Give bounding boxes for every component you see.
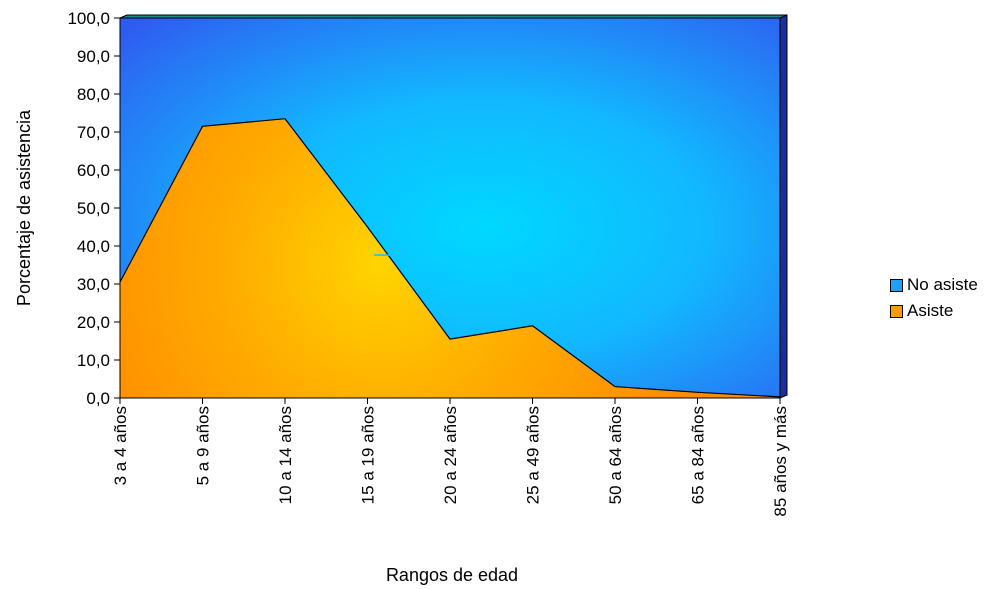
right-depth-face bbox=[779, 14, 788, 399]
x-tick-label: 25 a 49 años bbox=[524, 406, 543, 504]
y-tick-label: 70,0 bbox=[77, 123, 110, 142]
series-area-asiste bbox=[120, 118, 780, 398]
y-tick-label: 50,0 bbox=[77, 199, 110, 218]
x-tick-label: 65 a 84 años bbox=[689, 406, 708, 504]
y-tick-label: 60,0 bbox=[77, 161, 110, 180]
y-axis-title: Porcentaje de asistencia bbox=[14, 109, 34, 306]
x-tick-label: 85 años y más bbox=[771, 406, 790, 517]
y-tick-label: 90,0 bbox=[77, 47, 110, 66]
y-tick-label: 10,0 bbox=[77, 351, 110, 370]
y-tick-label: 0,0 bbox=[86, 389, 110, 408]
y-tick-label: 100,0 bbox=[67, 9, 110, 28]
legend-item-asiste: Asiste bbox=[890, 298, 1008, 324]
x-tick-label: 5 a 9 años bbox=[194, 406, 213, 485]
legend-swatch-no-asiste bbox=[890, 278, 903, 292]
legend-item-no-asiste: No asiste bbox=[890, 272, 1008, 298]
x-tick-label: 15 a 19 años bbox=[359, 406, 378, 504]
legend-swatch-asiste bbox=[890, 304, 903, 318]
x-tick-label: 3 a 4 años bbox=[111, 406, 130, 485]
y-tick-label: 80,0 bbox=[77, 85, 110, 104]
legend: No asiste Asiste bbox=[890, 272, 1008, 324]
x-axis-title: Rangos de edad bbox=[386, 565, 518, 585]
plot-area bbox=[119, 14, 788, 399]
axes: 0,0 10,0 20,0 30,0 40,0 50,0 60,0 70,0 80,0 90,0 1… bbox=[67, 9, 790, 517]
x-tick-label: 10 a 14 años bbox=[276, 406, 295, 504]
x-tick-label: 20 a 24 años bbox=[441, 406, 460, 504]
y-tick-label: 30,0 bbox=[77, 275, 110, 294]
x-tick-label: 50 a 64 años bbox=[606, 406, 625, 504]
legend-label-no-asiste: No asiste bbox=[907, 275, 978, 294]
legend-label-asiste: Asiste bbox=[907, 301, 954, 320]
series-line-asiste bbox=[119, 118, 781, 398]
y-tick-label: 40,0 bbox=[77, 237, 110, 256]
y-tick-label: 20,0 bbox=[77, 313, 110, 332]
